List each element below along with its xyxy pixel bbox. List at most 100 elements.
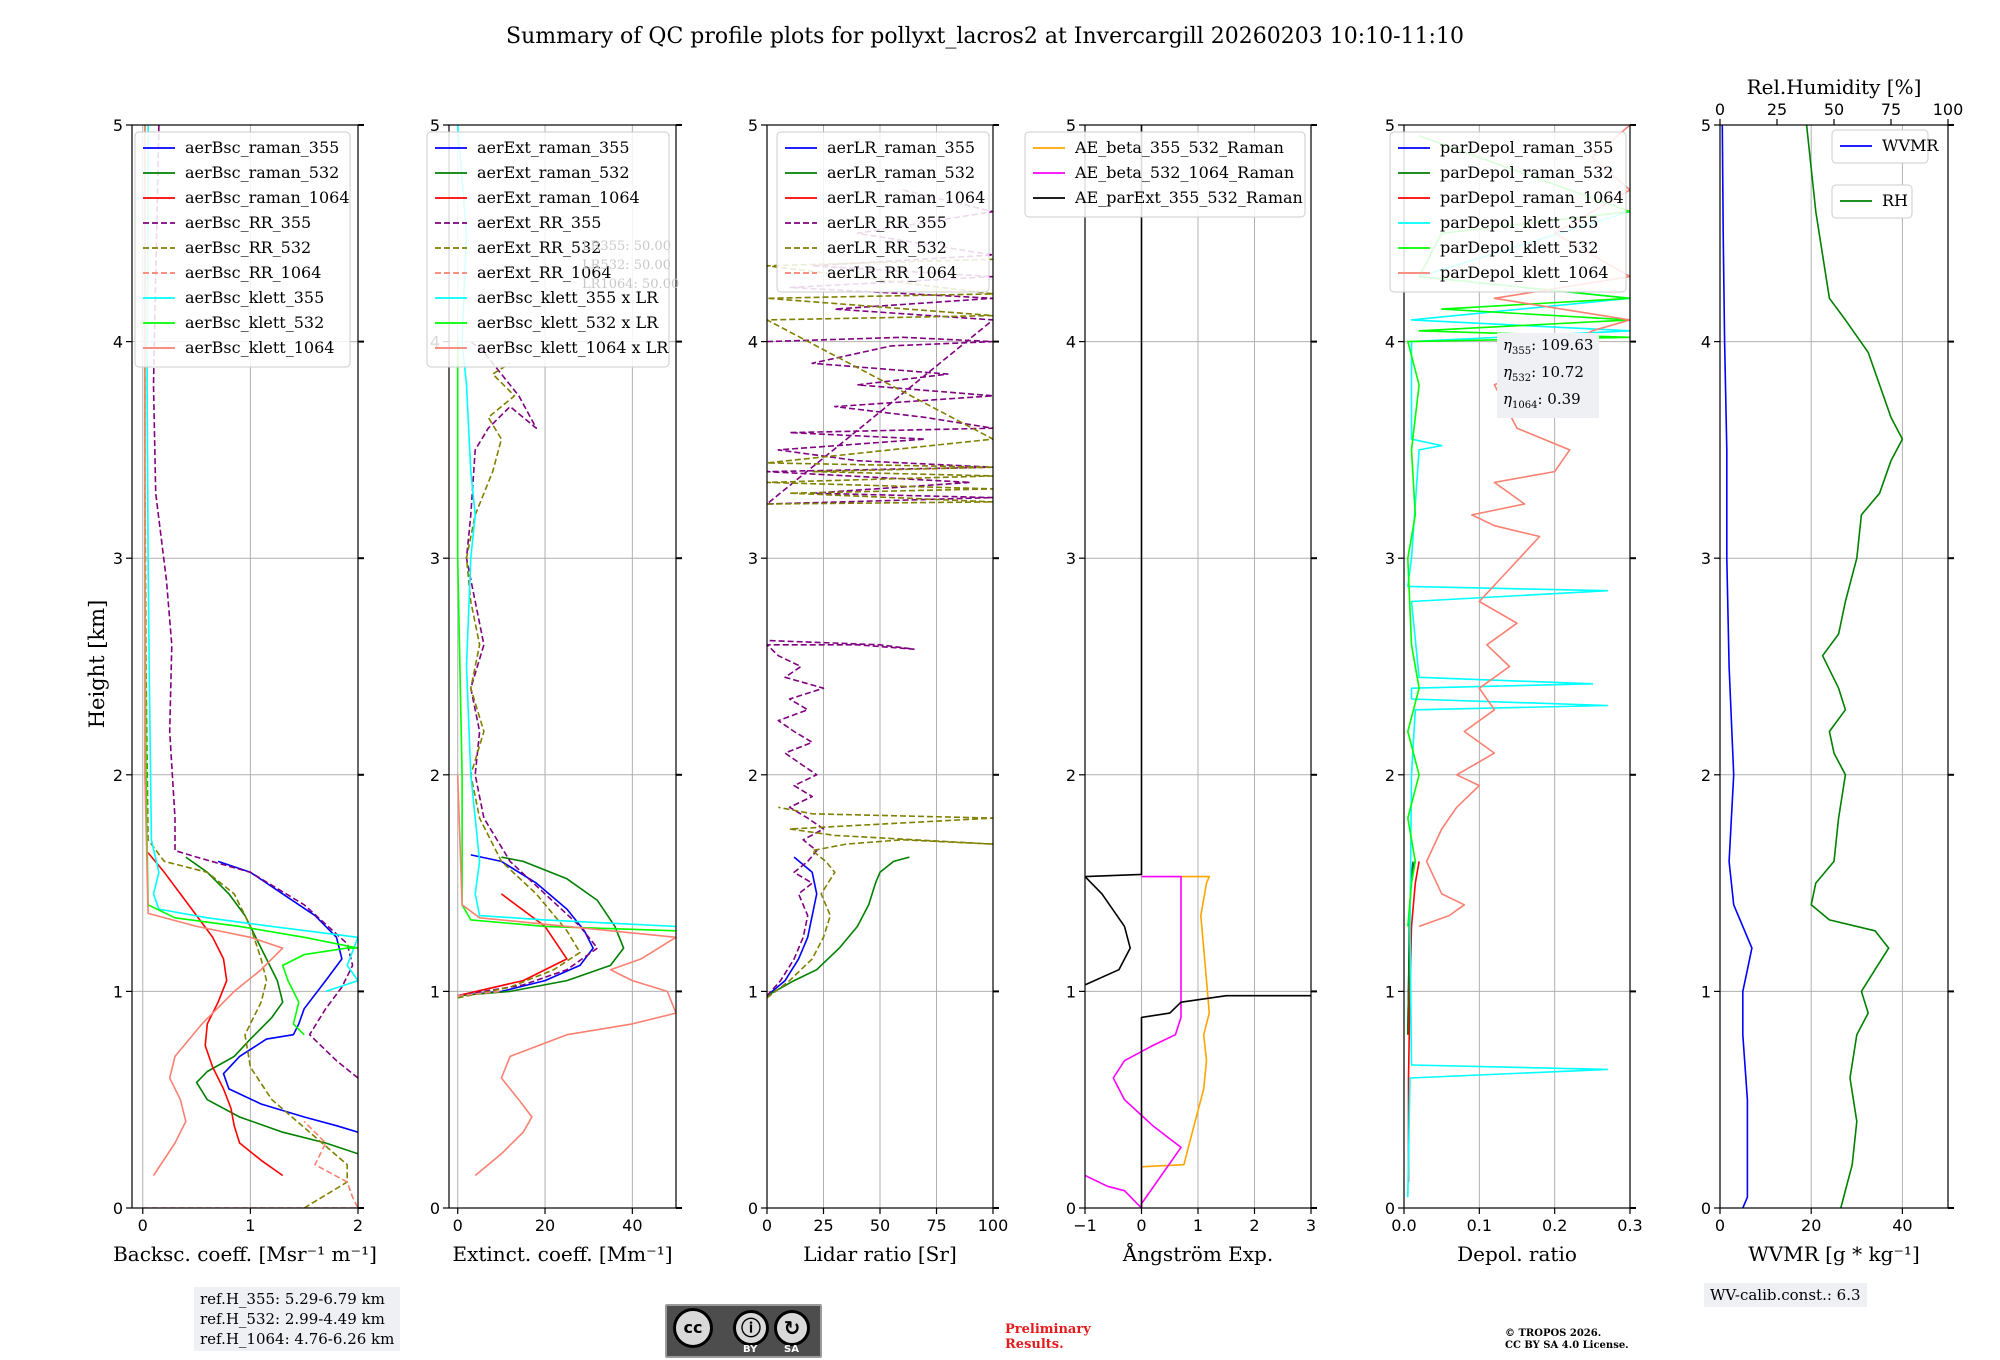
legend-label-parDepol_klett_532: parDepol_klett_532 bbox=[1440, 238, 1598, 257]
legend-ext: aerExt_raman_355 aerExt_raman_532 aerExt_r… bbox=[426, 131, 670, 368]
legend-label-RH: RH bbox=[1882, 191, 1908, 210]
legend-label-aerLR_RR_355: aerLR_RR_355 bbox=[827, 213, 947, 232]
legend-rh: RH bbox=[1831, 184, 1913, 219]
ytick-label-lr: 2 bbox=[748, 766, 758, 785]
lr-fixed-532: LR532: 50.00 bbox=[582, 258, 671, 273]
copyright-line1: © TROPOS 2026. bbox=[1505, 1328, 1602, 1339]
series-aerLR_RR_355 bbox=[767, 639, 915, 997]
series-AE_parExt_upper bbox=[1085, 125, 1143, 986]
series-aerExt_klett_1064_x_LR bbox=[456, 774, 676, 1177]
cc-sa-label: SA bbox=[784, 1344, 799, 1355]
lr-fixed-355: LR355: 50.00 bbox=[582, 239, 671, 254]
series-aerLR_raman_532 bbox=[767, 856, 910, 997]
ytick-label-ext: 0 bbox=[430, 1199, 440, 1218]
legend-lr: aerLR_raman_355 aerLR_raman_532 aerLR_rama… bbox=[776, 131, 990, 293]
eta-1064: η1064: 0.39 bbox=[1503, 390, 1581, 411]
legend-label-aerBsc_raman_532: aerBsc_raman_532 bbox=[185, 163, 339, 182]
series-aerBsc_raman_355 bbox=[217, 860, 358, 1133]
preliminary-line2: Results. bbox=[1005, 1337, 1064, 1352]
series-aerBsc_klett_355 bbox=[146, 125, 358, 993]
ytick-label-bsc: 4 bbox=[113, 333, 123, 352]
xtick-label-ae: 0 bbox=[1136, 1216, 1146, 1235]
legend-label-aerBsc_klett_532 x LR: aerBsc_klett_532 x LR bbox=[477, 313, 659, 332]
xtick-label-ae: 2 bbox=[1249, 1216, 1259, 1235]
lr-fixed-annotation: LR355: 50.00 LR532: 50.00 LR1064: 50.00 bbox=[582, 239, 679, 292]
ytick-label-depol: 3 bbox=[1385, 549, 1395, 568]
xtick-label-depol: 0.0 bbox=[1391, 1216, 1416, 1235]
figure-title: Summary of QC profile plots for pollyxt_… bbox=[506, 24, 1464, 49]
xtick-label-depol: 0.3 bbox=[1617, 1216, 1642, 1235]
legend-label-aerBsc_RR_1064: aerBsc_RR_1064 bbox=[185, 263, 321, 282]
series-group-ae bbox=[1085, 125, 1311, 1208]
ytick-label-lr: 4 bbox=[748, 333, 758, 352]
wv-calib-text: WV-calib.const.: 6.3 bbox=[1710, 1286, 1861, 1304]
legend-ext-frame bbox=[426, 131, 670, 368]
series-parDepol_klett_1064 bbox=[1418, 125, 1630, 928]
legend-label-aerLR_raman_1064: aerLR_raman_1064 bbox=[827, 188, 985, 207]
ytick-label-wv: 4 bbox=[1701, 333, 1711, 352]
xtick-label-lr: 25 bbox=[813, 1216, 833, 1235]
legend-label-parDepol_raman_355: parDepol_raman_355 bbox=[1440, 138, 1613, 157]
ytick-label-wv: 1 bbox=[1701, 982, 1711, 1001]
series-group-bsc bbox=[142, 125, 358, 1208]
cc-by-label: BY bbox=[743, 1344, 758, 1355]
legend-label-parDepol_raman_1064: parDepol_raman_1064 bbox=[1440, 188, 1624, 207]
by-icon: ⓘ bbox=[733, 1310, 769, 1346]
series-AE_beta_355_532_Raman bbox=[1141, 875, 1211, 1168]
ytick-label-ae: 5 bbox=[1066, 116, 1076, 135]
ref-height-box: ref.H_355: 5.29-6.79 km ref.H_532: 2.99-… bbox=[194, 1287, 401, 1351]
ytick-label-lr: 1 bbox=[748, 982, 758, 1001]
ytick-label-ext: 2 bbox=[430, 766, 440, 785]
axes-frame-wv bbox=[1719, 124, 1949, 1209]
xtick-label-lr: 75 bbox=[926, 1216, 946, 1235]
ytick-label-ext: 3 bbox=[430, 549, 440, 568]
series-aerLR_RR_532 bbox=[767, 806, 993, 999]
axes-frame-bsc bbox=[131, 124, 359, 1209]
eta-1064-value: 0.39 bbox=[1547, 390, 1581, 408]
x-axis-label-bsc: Backsc. coeff. [Msr⁻¹ m⁻¹] bbox=[113, 1242, 377, 1266]
eta-box: η355: 109.63 η532: 10.72 η1064: 0.39 bbox=[1497, 333, 1600, 418]
sa-icon: ↻ bbox=[774, 1310, 810, 1346]
legend-wvmr-frame bbox=[1831, 129, 1929, 164]
series-aerExt_raman_1064 bbox=[457, 893, 568, 997]
ytick-label-ae: 2 bbox=[1066, 766, 1076, 785]
x-axis-label-depol: Depol. ratio bbox=[1457, 1242, 1577, 1266]
legend-label-aerExt_raman_355: aerExt_raman_355 bbox=[477, 138, 630, 157]
axes-frame-depol bbox=[1403, 124, 1631, 1209]
legend-bsc: aerBsc_raman_355 aerBsc_raman_532 aerBsc_r… bbox=[134, 131, 351, 368]
lr-fixed-1064: LR1064: 50.00 bbox=[582, 277, 679, 292]
series-aerBsc_RR_355 bbox=[152, 125, 358, 1079]
x-axis-label-ext: Extinct. coeff. [Mm⁻¹] bbox=[452, 1242, 672, 1266]
eta-355-value: 109.63 bbox=[1540, 336, 1594, 354]
legend-depol: parDepol_raman_355 parDepol_raman_532 parD… bbox=[1389, 131, 1627, 293]
legend-depol-frame bbox=[1389, 131, 1627, 293]
panel-wv: 0 20 40 0 1 2 3 4 5 WVMR [g * kg⁻¹] 0 25 50 75 100 Rel.… bbox=[1701, 75, 1963, 1266]
series-AE_parExt_355_532_Raman bbox=[1140, 994, 1311, 1208]
xtick-label-ext: 40 bbox=[622, 1216, 642, 1235]
ytick-label-bsc: 2 bbox=[113, 766, 123, 785]
panel-bsc: 0 1 2 0 1 2 3 4 5 Backsc. coeff. [Msr⁻¹ m⁻¹] bbox=[113, 116, 377, 1266]
ytick-label-bsc: 0 bbox=[113, 1199, 123, 1218]
copyright-line2: CC BY SA 4.0 License. bbox=[1505, 1340, 1629, 1351]
xtick-label-wv: 40 bbox=[1892, 1216, 1912, 1235]
series-aerLR_raman_355 bbox=[767, 856, 818, 997]
ref-height-355: ref.H_355: 5.29-6.79 km bbox=[200, 1290, 385, 1308]
ytick-label-wv: 2 bbox=[1701, 766, 1711, 785]
xtick-label-depol: 0.2 bbox=[1542, 1216, 1567, 1235]
series-aerExt_raman_532 bbox=[457, 856, 625, 997]
xtick-label-ae: 1 bbox=[1193, 1216, 1203, 1235]
x2tick-label-wv: 50 bbox=[1824, 100, 1844, 119]
legend-label-WVMR: WVMR bbox=[1882, 136, 1939, 155]
ytick-label-ae: 4 bbox=[1066, 333, 1076, 352]
legend-label-aerLR_RR_532: aerLR_RR_532 bbox=[827, 238, 947, 257]
legend-label-aerBsc_klett_355 x LR: aerBsc_klett_355 x LR bbox=[477, 288, 659, 307]
legend-label-aerLR_raman_355: aerLR_raman_355 bbox=[827, 138, 975, 157]
ref-height-1064: ref.H_1064: 4.76-6.26 km bbox=[200, 1330, 395, 1348]
series-aerBsc_RR_532 bbox=[144, 125, 349, 1208]
legend-ae: AE_beta_355_532_Raman AE_beta_532_1064_Ra… bbox=[1024, 131, 1306, 218]
ytick-label-depol: 4 bbox=[1385, 333, 1395, 352]
ytick-label-wv: 0 bbox=[1701, 1199, 1711, 1218]
series-aerExt_raman_355 bbox=[457, 854, 594, 997]
